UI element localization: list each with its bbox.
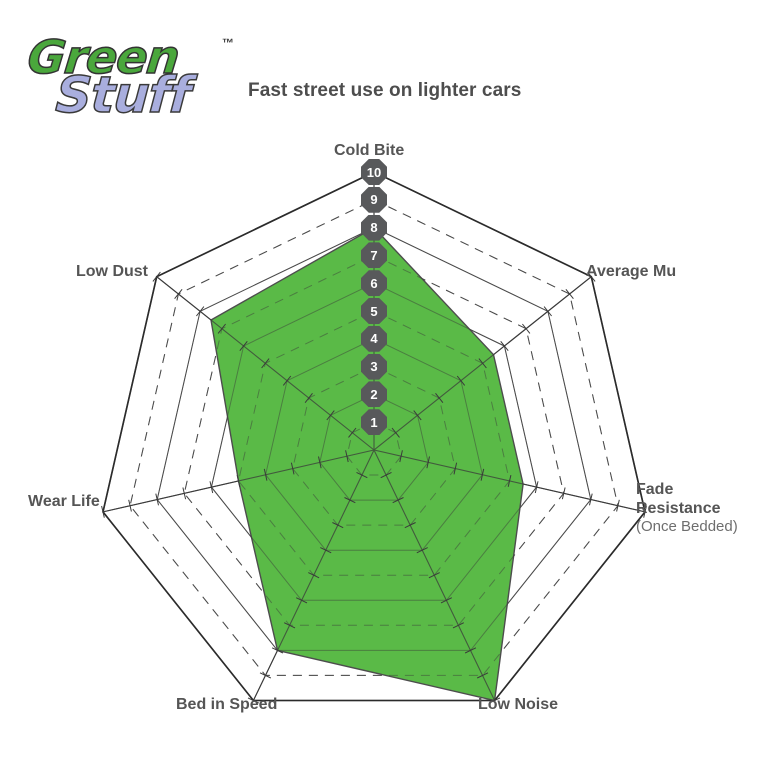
- radar-ring-10: [102, 171, 646, 702]
- radar-tick-3-2: [392, 497, 404, 504]
- radar-tick-1-9: [565, 288, 574, 300]
- scale-badge-9: 9: [361, 186, 387, 213]
- radar-tick-4-8: [271, 647, 284, 654]
- radar-ring-3: [292, 366, 456, 526]
- radar-tick-2-7: [561, 487, 566, 500]
- axis-label-cold-bite: Cold Bite: [334, 142, 405, 159]
- axis-label-fade-line2: Resistance: [636, 500, 721, 518]
- radar-tick-2-5: [507, 474, 512, 487]
- radar-tick-6-4: [282, 375, 292, 386]
- radar-ring-8: [156, 227, 592, 651]
- radar-tick-4-1: [356, 471, 368, 479]
- radar-tick-6-1: [348, 427, 357, 438]
- radar-tick-6-8: [196, 306, 205, 317]
- axis-label-fade-sublabel: (Once Bedded): [636, 518, 738, 536]
- radar-tick-2-1: [399, 450, 403, 463]
- radar-tick-6-9: [174, 288, 183, 300]
- radar-tick-1-3: [435, 392, 444, 404]
- radar-tick-5-7: [182, 487, 187, 500]
- scale-badge-8: 8: [361, 214, 387, 241]
- radar-ring-5: [237, 310, 511, 576]
- radar-ring-7: [183, 254, 565, 626]
- scale-badge-6: 6: [361, 270, 387, 297]
- radar-tick-4-6: [295, 597, 308, 604]
- radar-tick-6-7: [217, 323, 226, 334]
- radar-tick-4-5: [308, 572, 320, 579]
- radar-tick-6-6: [239, 340, 248, 352]
- radar-tick-1-10: [587, 271, 596, 282]
- radar-ring-7: [183, 254, 565, 626]
- radar-tick-5-6: [209, 481, 214, 494]
- scale-badge-10: 10: [361, 159, 387, 185]
- radar-tick-5-5: [236, 474, 241, 487]
- radar-tick-4-2: [344, 497, 356, 504]
- radar-tick-5-3: [290, 462, 295, 475]
- radar-tick-1-6: [500, 340, 509, 352]
- radar-tick-3-1: [380, 471, 392, 479]
- radar-tick-3-6: [440, 597, 453, 604]
- scale-badge-1: 1: [361, 409, 387, 436]
- radar-tick-1-8: [543, 306, 552, 317]
- green-stuff-logo: Green Stuff ™: [18, 22, 248, 137]
- radar-tick-2-3: [453, 462, 458, 475]
- radar-tick-3-5: [428, 572, 440, 579]
- scale-badge-3: 3: [361, 353, 387, 380]
- radar-tick-4-7: [283, 622, 296, 629]
- radar-tick-3-3: [404, 522, 416, 529]
- radar-tick-6-2: [326, 410, 335, 421]
- radar-tick-2-9: [616, 499, 620, 512]
- axis-label-low-dust: Low Dust: [76, 263, 148, 280]
- radar-tick-4-3: [332, 522, 344, 529]
- radar-tick-3-10: [488, 697, 501, 704]
- scale-badge-2: 2: [361, 381, 387, 408]
- scale-badge-7: 7: [361, 242, 387, 269]
- radar-tick-1-2: [413, 410, 422, 421]
- radar-tick-2-10: [643, 505, 647, 518]
- trademark-icon: ™: [222, 36, 234, 50]
- scale-badge-5: 5: [361, 298, 387, 324]
- radar-tick-1-7: [522, 323, 531, 334]
- radar-tick-3-7: [452, 622, 465, 629]
- radar-tick-5-2: [318, 456, 322, 469]
- logo-word-green: Green: [24, 29, 182, 85]
- radar-tick-5-9: [128, 499, 132, 512]
- radar-tick-5-1: [345, 450, 349, 463]
- radar-tick-5-8: [155, 493, 159, 506]
- radar-ring-9: [129, 199, 619, 676]
- radar-tick-6-5: [261, 358, 270, 369]
- radar-tick-2-2: [426, 456, 430, 469]
- radar-tick-2-6: [534, 481, 539, 494]
- radar-tick-5-4: [263, 468, 268, 481]
- radar-tick-4-4: [320, 547, 332, 554]
- radar-tick-3-4: [416, 547, 428, 554]
- radar-ring-2: [319, 393, 429, 501]
- radar-tick-4-10: [247, 697, 260, 704]
- radar-tick-5-10: [101, 505, 105, 518]
- axis-label-bed-in-speed: Bed in Speed: [176, 696, 278, 713]
- radar-ring-6: [210, 282, 538, 601]
- radar-tick-3-9: [476, 672, 489, 679]
- radar-grid-rings-overlay: [102, 171, 646, 702]
- radar-tick-2-8: [589, 493, 593, 506]
- radar-tick-1-5: [478, 358, 487, 369]
- axis-label-wear-life: Wear Life: [28, 493, 100, 510]
- radar-ring-1: [346, 421, 402, 476]
- radar-tick-6-10: [152, 271, 161, 282]
- radar-tick-1-4: [456, 375, 466, 386]
- radar-ring-9: [129, 199, 619, 676]
- axis-label-fade-line1: Fade: [636, 481, 674, 498]
- axis-label-low-noise: Low Noise: [478, 696, 559, 713]
- axis-label-average-mu: Average Mu: [586, 263, 677, 280]
- radar-tick-6-3: [304, 392, 313, 404]
- radar-ring-4: [265, 338, 483, 551]
- scale-badge-4: 4: [361, 325, 387, 352]
- radar-tick-3-8: [464, 647, 477, 654]
- radar-tick-4-9: [259, 672, 272, 679]
- radar-tick-1-1: [391, 427, 400, 438]
- page-title: Fast street use on lighter cars: [248, 80, 522, 101]
- radar-tick-2-4: [480, 468, 485, 481]
- axis-label-fade-resistance: Fade Resistance (Once Bedded): [636, 480, 738, 536]
